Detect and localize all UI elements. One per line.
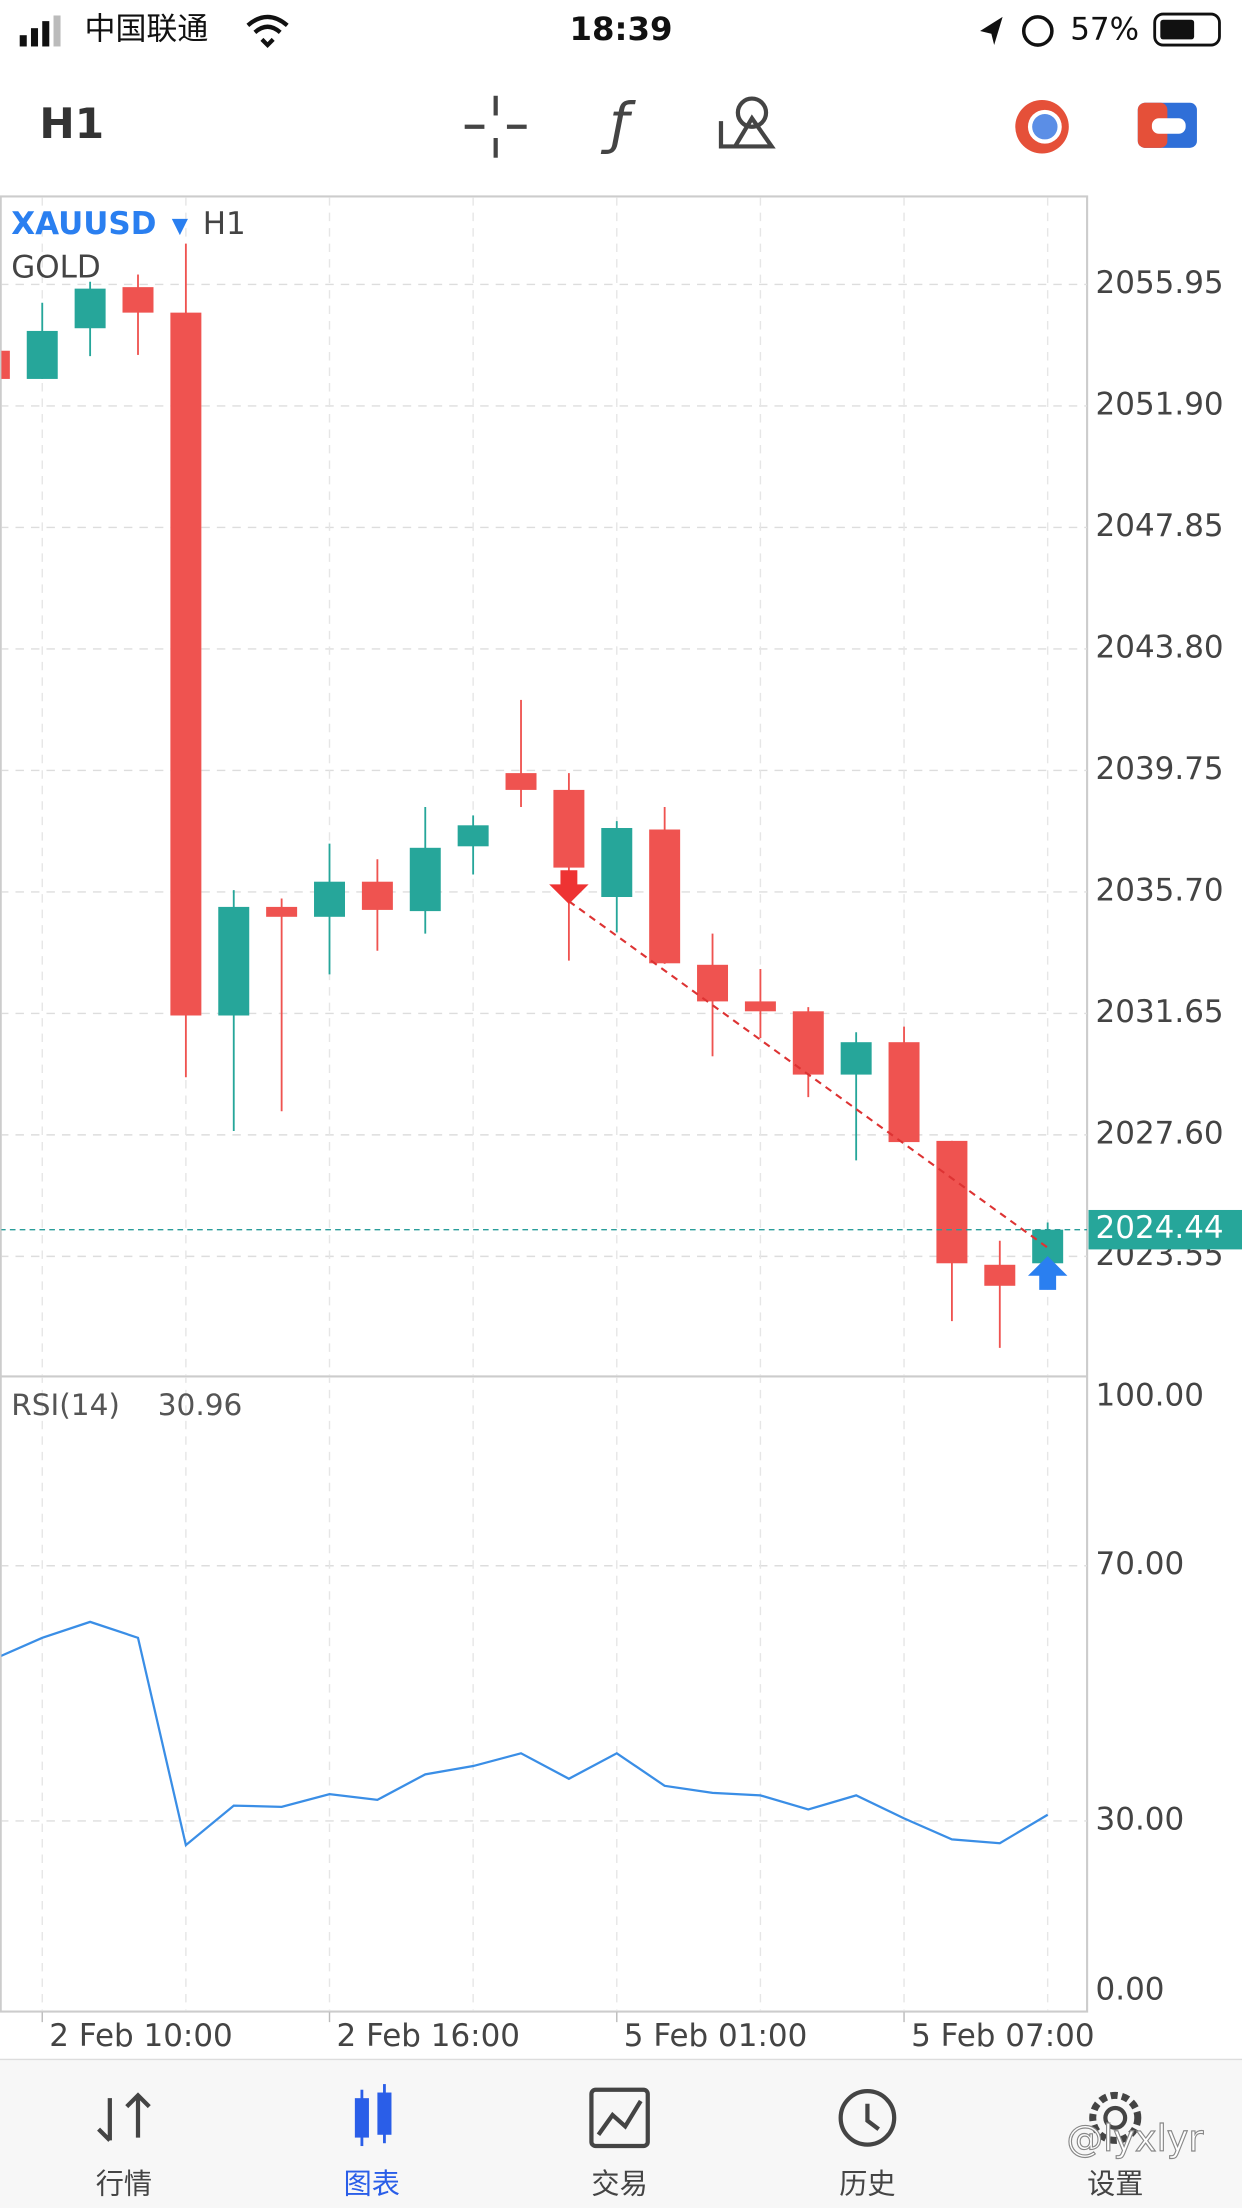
y-tick-label: 70.00	[1096, 1546, 1185, 1582]
candle-body	[888, 1042, 920, 1143]
tab-label[interactable]: 行情	[96, 2167, 152, 2200]
y-tick-label: 2039.75	[1096, 751, 1224, 787]
candle-body	[936, 1140, 968, 1264]
x-tick-label: 2 Feb 10:00	[49, 2018, 232, 2054]
crosshair-button[interactable]	[464, 95, 527, 158]
candle-body	[122, 287, 154, 313]
symbol-dropdown[interactable]: ▼	[172, 213, 189, 238]
x-tick-label: 2 Feb 16:00	[337, 2018, 520, 2054]
tab-label[interactable]: 图表	[344, 2167, 400, 2200]
carrier: 中国联通	[84, 11, 208, 47]
objects-button[interactable]	[718, 96, 776, 149]
rsi-value: 30.96	[158, 1388, 243, 1422]
y-tick-label: 2031.65	[1096, 994, 1224, 1030]
rsi-panel	[1, 1377, 1088, 2011]
candle-body	[266, 906, 298, 917]
candle-body	[409, 847, 441, 912]
x-tick-label: 5 Feb 07:00	[911, 2018, 1094, 2054]
y-tick-label: 2035.70	[1096, 872, 1224, 908]
candle-body	[744, 1001, 776, 1012]
timeframe-button[interactable]: H1	[39, 99, 104, 148]
one-click-button[interactable]	[1137, 102, 1197, 148]
symbol-description: GOLD	[11, 249, 100, 285]
current-price-label: 2024.44	[1096, 1210, 1224, 1246]
status-bar: 中国联通 18:39 57%	[19, 10, 1221, 49]
y-tick-label: 100.00	[1096, 1377, 1204, 1413]
y-tick-label: 2043.80	[1096, 629, 1224, 665]
trade-markers	[549, 870, 1068, 1290]
battery-percent: 57%	[1070, 11, 1139, 47]
axes: 2055.95 2051.90 2047.85 2043.80 2039.75 2035.…	[41, 265, 1242, 2054]
candle-body	[26, 330, 58, 379]
candle-body	[1, 350, 10, 379]
candle-body	[840, 1042, 872, 1075]
candle-body	[601, 828, 633, 898]
tab-label[interactable]: 设置	[1087, 2167, 1143, 2200]
price-panel	[1, 197, 1088, 1376]
candle-body	[74, 288, 106, 329]
x-tick-label: 5 Feb 01:00	[624, 2018, 807, 2054]
candle-body	[553, 789, 585, 868]
rsi-title: RSI(14)	[11, 1388, 120, 1422]
y-tick-label: 30.00	[1096, 1801, 1185, 1837]
candle-body	[218, 906, 250, 1016]
tab-bar: 行情 图表 交易 历史 设置	[0, 2058, 1242, 2208]
trade-button[interactable]	[1015, 99, 1069, 154]
candle-body	[457, 825, 489, 847]
y-tick-label: 2027.60	[1096, 1115, 1224, 1151]
candle-body	[649, 829, 681, 964]
tab-label[interactable]: 历史	[839, 2167, 895, 2200]
chart-timeframe: H1	[203, 206, 246, 242]
watermark: @lyxlyr	[1066, 2117, 1204, 2160]
candle-body	[170, 312, 202, 1016]
y-tick-label: 2047.85	[1096, 508, 1224, 544]
current-price-box	[1088, 1209, 1242, 1250]
chart-frame	[0, 195, 1089, 2013]
y-tick-label: 0.00	[1096, 1972, 1165, 2008]
clock: 18:39	[569, 10, 672, 48]
candle-body	[505, 773, 537, 790]
candle-body	[984, 1264, 1016, 1286]
candle-body	[697, 964, 729, 1002]
symbol[interactable]: XAUUSD	[11, 206, 156, 242]
candle-body	[792, 1011, 824, 1075]
candle-body	[314, 881, 345, 917]
tab-label[interactable]: 交易	[591, 2167, 647, 2200]
candle-body	[361, 881, 393, 910]
y-tick-label: 2055.95	[1096, 265, 1224, 301]
rsi-line	[1, 1620, 1049, 1848]
y-tick-label: 2051.90	[1096, 386, 1224, 422]
